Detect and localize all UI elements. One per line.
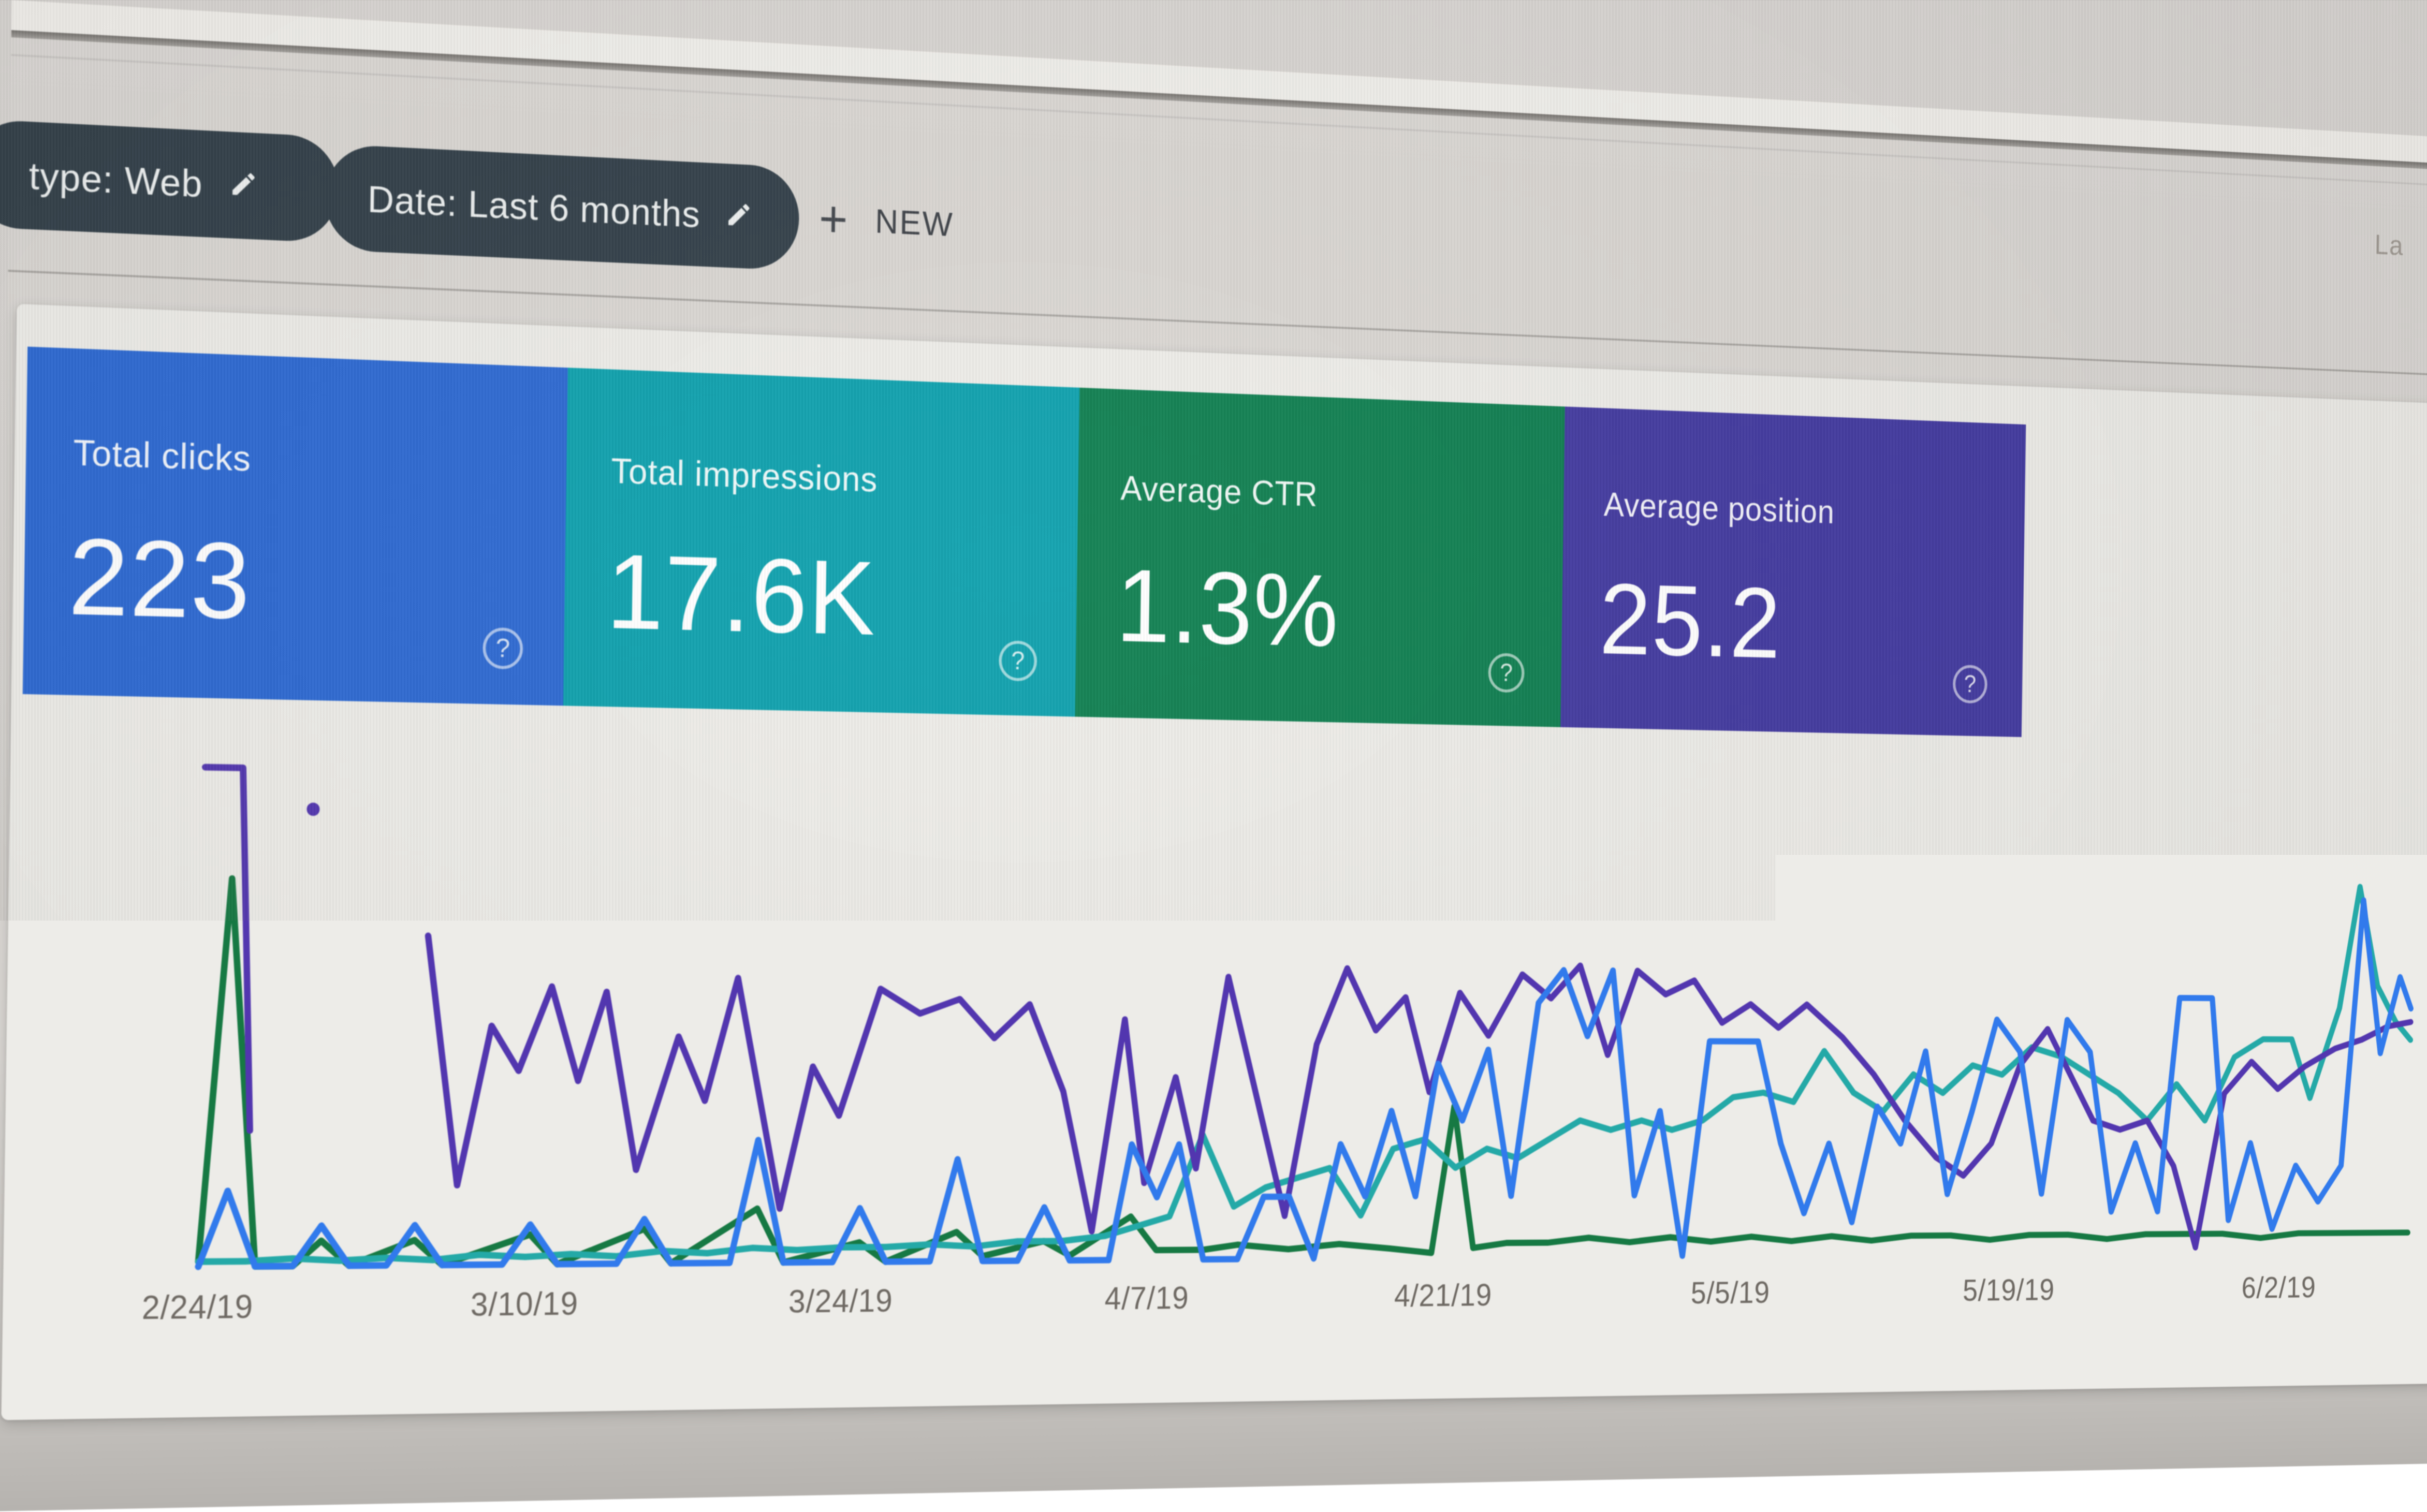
position-isolated-point <box>306 802 319 816</box>
x-tick-label: 5/19/19 <box>1921 1272 2096 1309</box>
x-tick-label: 3/24/19 <box>741 1282 940 1320</box>
impressions-line <box>198 858 2413 1262</box>
x-tick-label: 5/5/19 <box>1640 1274 1821 1311</box>
search-console-performance-screenshot: { "header": { "filters": [ { "label": "t… <box>0 0 2427 1480</box>
x-tick-label: 3/10/19 <box>421 1285 626 1324</box>
x-tick-label: 4/7/19 <box>1050 1280 1242 1317</box>
screen-content: type: Web Date: Last 6 months + NEW La T… <box>0 0 2427 1511</box>
x-tick-label: 6/2/19 <box>2194 1270 2364 1305</box>
x-tick-label: 2/24/19 <box>91 1287 303 1327</box>
ctr-line <box>198 878 2413 1267</box>
x-tick-label: 4/21/19 <box>1350 1277 1537 1314</box>
